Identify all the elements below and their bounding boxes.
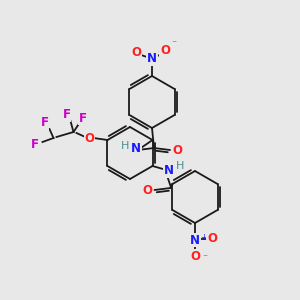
Text: +: + (157, 47, 164, 56)
Text: +: + (200, 232, 207, 242)
Text: O: O (85, 131, 94, 145)
Text: O: O (131, 46, 141, 59)
Text: N: N (147, 52, 157, 65)
Text: N: N (131, 142, 141, 155)
Text: O: O (160, 44, 170, 56)
Text: ⁻: ⁻ (202, 253, 207, 263)
Text: O: O (190, 250, 200, 262)
Text: ⁻: ⁻ (171, 39, 176, 49)
Text: H: H (121, 141, 129, 151)
Text: O: O (207, 232, 217, 245)
Text: F: F (31, 139, 38, 152)
Text: O: O (172, 143, 182, 157)
Text: F: F (62, 109, 70, 122)
Text: N: N (164, 164, 173, 178)
Text: F: F (40, 116, 49, 130)
Text: H: H (176, 161, 184, 171)
Text: N: N (190, 233, 200, 247)
Text: F: F (79, 112, 86, 124)
Text: O: O (142, 184, 152, 196)
